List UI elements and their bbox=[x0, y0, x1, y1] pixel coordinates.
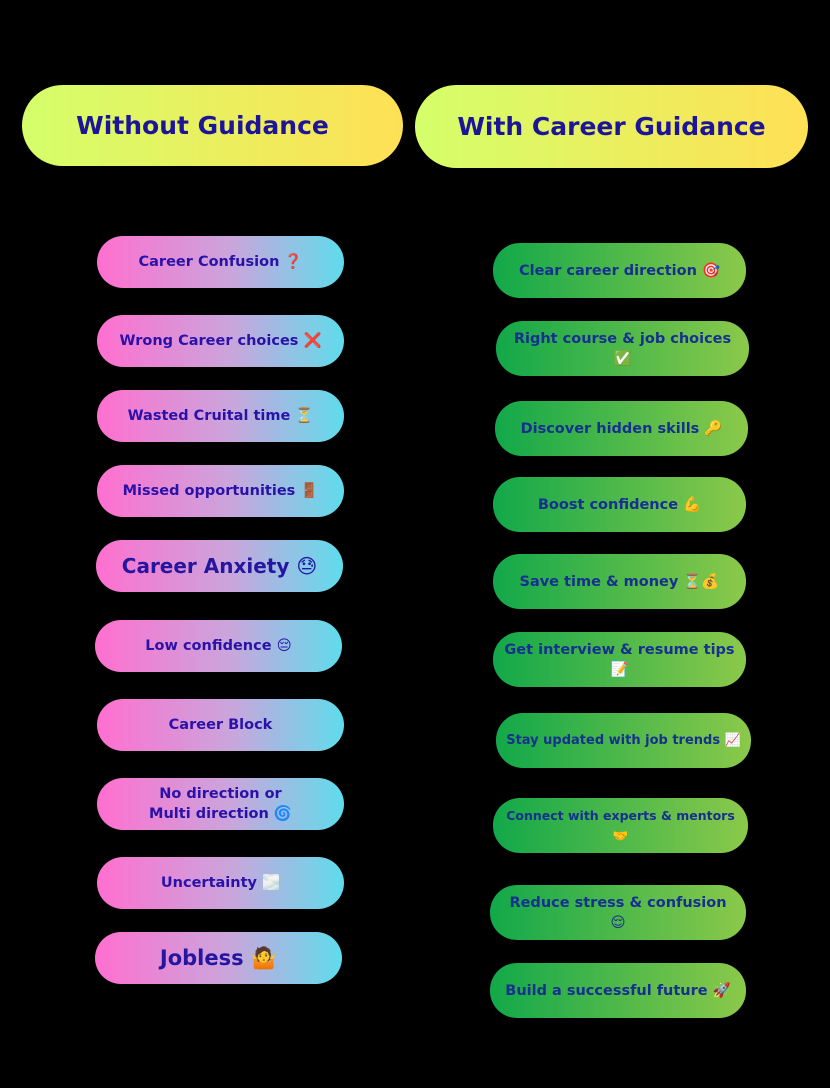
without-item: Low confidence 😔 bbox=[95, 620, 342, 672]
header-label: With Career Guidance bbox=[457, 112, 766, 141]
with-item: Reduce stress & confusion 😌 bbox=[490, 885, 746, 940]
without-item: Career Block bbox=[97, 699, 344, 751]
without-item: Jobless 🤷 bbox=[95, 932, 342, 984]
with-item: Stay updated with job trends 📈 bbox=[496, 713, 751, 768]
without-item: Wasted Cruital time ⏳ bbox=[97, 390, 344, 442]
without-item: Wrong Career choices ❌ bbox=[97, 315, 344, 367]
with-item: Right course & job choices ✅ bbox=[496, 321, 749, 376]
with-item: Get interview & resume tips 📝 bbox=[493, 632, 746, 687]
without-item: No direction or Multi direction 🌀 bbox=[97, 778, 344, 830]
with-item: Save time & money ⏳💰 bbox=[493, 554, 746, 609]
with-item: Boost confidence 💪 bbox=[493, 477, 746, 532]
header-with-guidance: With Career Guidance bbox=[415, 85, 808, 168]
with-item: Build a successful future 🚀 bbox=[490, 963, 746, 1018]
without-item: Career Confusion ❓ bbox=[97, 236, 344, 288]
without-item: Career Anxiety 😓 bbox=[96, 540, 343, 592]
with-item: Discover hidden skills 🔑 bbox=[495, 401, 748, 456]
without-item: Uncertainty 🌫️ bbox=[97, 857, 344, 909]
without-item: Missed opportunities 🚪 bbox=[97, 465, 344, 517]
with-item: Clear career direction 🎯 bbox=[493, 243, 746, 298]
header-label: Without Guidance bbox=[76, 111, 329, 140]
header-without-guidance: Without Guidance bbox=[22, 85, 403, 166]
with-item: Connect with experts & mentors 🤝 bbox=[493, 798, 748, 853]
